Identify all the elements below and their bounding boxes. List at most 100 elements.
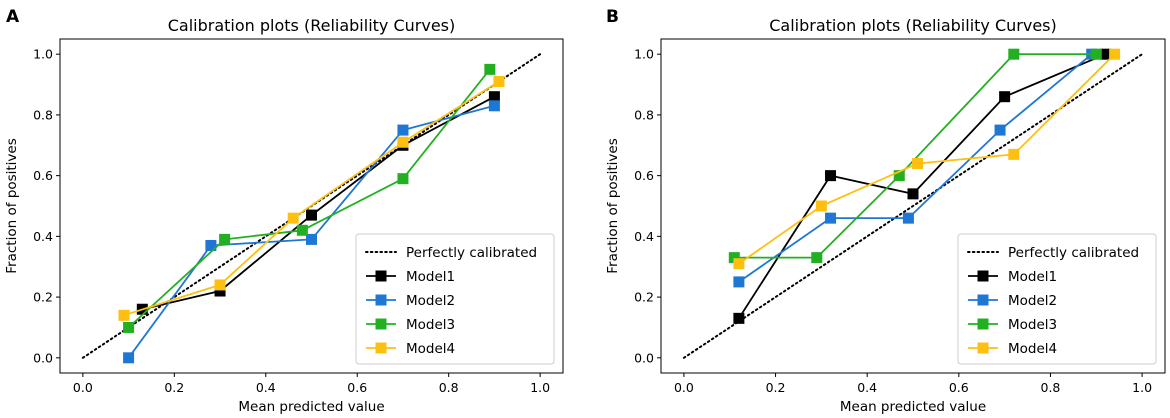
data-point-model4 (733, 258, 745, 270)
data-point-model1 (306, 209, 317, 221)
legend-label: Model1 (406, 269, 455, 285)
data-point-model2 (205, 239, 217, 251)
data-point-model4 (1008, 148, 1020, 160)
x-tick-label: 0.8 (1041, 380, 1061, 395)
chart-title: Calibration plots (Reliability Curves) (168, 16, 456, 35)
data-point-model3 (296, 224, 308, 236)
data-point-model4 (118, 309, 130, 321)
series-model3 (123, 63, 496, 333)
panel-letter: A (6, 7, 20, 27)
legend-swatch-marker (977, 270, 989, 282)
y-tick-label: 0.6 (33, 168, 53, 183)
data-point-model3 (484, 63, 496, 75)
legend-label: Perfectly calibrated (406, 245, 537, 261)
y-tick-label: 0.8 (634, 107, 654, 122)
y-tick-label: 0.2 (634, 290, 654, 305)
x-axis-label: Mean predicted value (238, 399, 384, 415)
data-point-model1 (488, 91, 500, 103)
series-line-model3 (734, 53, 1097, 259)
data-point-model1 (825, 170, 837, 182)
axes-frame (660, 38, 1166, 374)
legend-box (957, 233, 1157, 365)
legend-swatch-marker (375, 342, 387, 354)
data-point-model1 (214, 285, 226, 297)
y-tick-label: 0.6 (634, 168, 654, 183)
data-point-model3 (123, 321, 135, 333)
panel-a: A Calibration plots (Reliability Curves) 0… (4, 7, 564, 415)
legend-label: Model4 (1008, 341, 1057, 357)
y-tick-label: 0.4 (634, 229, 654, 244)
data-point-model2 (397, 124, 409, 136)
legend-swatch-marker (375, 270, 387, 282)
legend: Perfectly calibrated Model1 Model2 Model3 Mo… (957, 233, 1157, 365)
series-model1 (733, 48, 1111, 324)
panel-b: B Calibration plots (Reliability Curves) 0… (605, 7, 1166, 415)
x-tick-label: 0.4 (256, 380, 276, 395)
legend-box (355, 233, 555, 365)
x-tick-label: 0.2 (766, 380, 786, 395)
y-tick-label: 0.0 (634, 350, 654, 365)
legend-swatch-marker (977, 318, 989, 330)
legend-swatch-marker (977, 294, 989, 306)
data-point-model4 (815, 200, 827, 212)
legend-swatch-marker (375, 318, 387, 330)
y-tick-label: 0.8 (33, 107, 53, 122)
x-tick-label: 0.4 (857, 380, 877, 395)
legend: Perfectly calibrated Model1 Model2 Model3 Mo… (355, 233, 555, 365)
data-point-model4 (287, 212, 299, 224)
legend-label: Model1 (1008, 269, 1057, 285)
legend-swatch-marker (375, 294, 387, 306)
data-point-model3 (1008, 48, 1020, 60)
legend-label: Model2 (406, 293, 455, 309)
data-point-model2 (825, 212, 837, 224)
series-model4 (118, 76, 505, 321)
data-point-model4 (912, 157, 924, 169)
x-tick-label: 0.6 (949, 380, 969, 395)
reference-line (682, 53, 1144, 359)
plot-area (81, 53, 542, 364)
legend-label: Model3 (406, 317, 455, 333)
data-point-model4 (1109, 48, 1121, 60)
data-point-model2 (123, 352, 135, 364)
plot-area (682, 48, 1144, 359)
data-point-model2 (994, 124, 1006, 136)
axes-frame (59, 38, 564, 374)
series-model3 (728, 48, 1102, 264)
x-tick-label: 0.0 (73, 380, 93, 395)
y-tick-label: 0.4 (33, 229, 53, 244)
x-tick-label: 0.2 (164, 380, 184, 395)
legend-swatch-marker (977, 342, 989, 354)
data-point-model1 (907, 188, 919, 200)
x-tick-label: 0.6 (347, 380, 367, 395)
data-point-model3 (728, 252, 740, 264)
x-axis-label: Mean predicted value (840, 399, 986, 415)
series-line-model4 (738, 53, 1116, 265)
data-point-model4 (397, 136, 409, 148)
panel-letter: B (606, 7, 619, 27)
data-point-model4 (214, 279, 226, 291)
legend-label: Model4 (406, 341, 455, 357)
data-point-model2 (306, 233, 317, 245)
x-tick-label: 0.8 (439, 380, 459, 395)
y-tick-label: 1.0 (33, 47, 53, 62)
data-point-model2 (902, 212, 914, 224)
data-point-model2 (488, 100, 500, 112)
data-point-model4 (493, 76, 505, 88)
y-tick-label: 0.0 (33, 350, 53, 365)
data-point-model3 (811, 252, 823, 264)
data-point-model2 (733, 276, 745, 288)
x-tick-label: 1.0 (530, 380, 550, 395)
y-tick-label: 0.2 (33, 290, 53, 305)
data-point-model3 (893, 170, 905, 182)
y-axis-label: Fraction of positives (4, 138, 20, 273)
x-tick-label: 0.0 (674, 380, 694, 395)
data-point-model3 (219, 233, 231, 245)
series-model4 (733, 48, 1121, 270)
data-point-model1 (1099, 48, 1111, 60)
data-point-model1 (999, 91, 1011, 103)
x-tick-label: 1.0 (1132, 380, 1152, 395)
legend-label: Model3 (1008, 317, 1057, 333)
data-point-model3 (397, 173, 409, 185)
data-point-model1 (733, 312, 745, 324)
